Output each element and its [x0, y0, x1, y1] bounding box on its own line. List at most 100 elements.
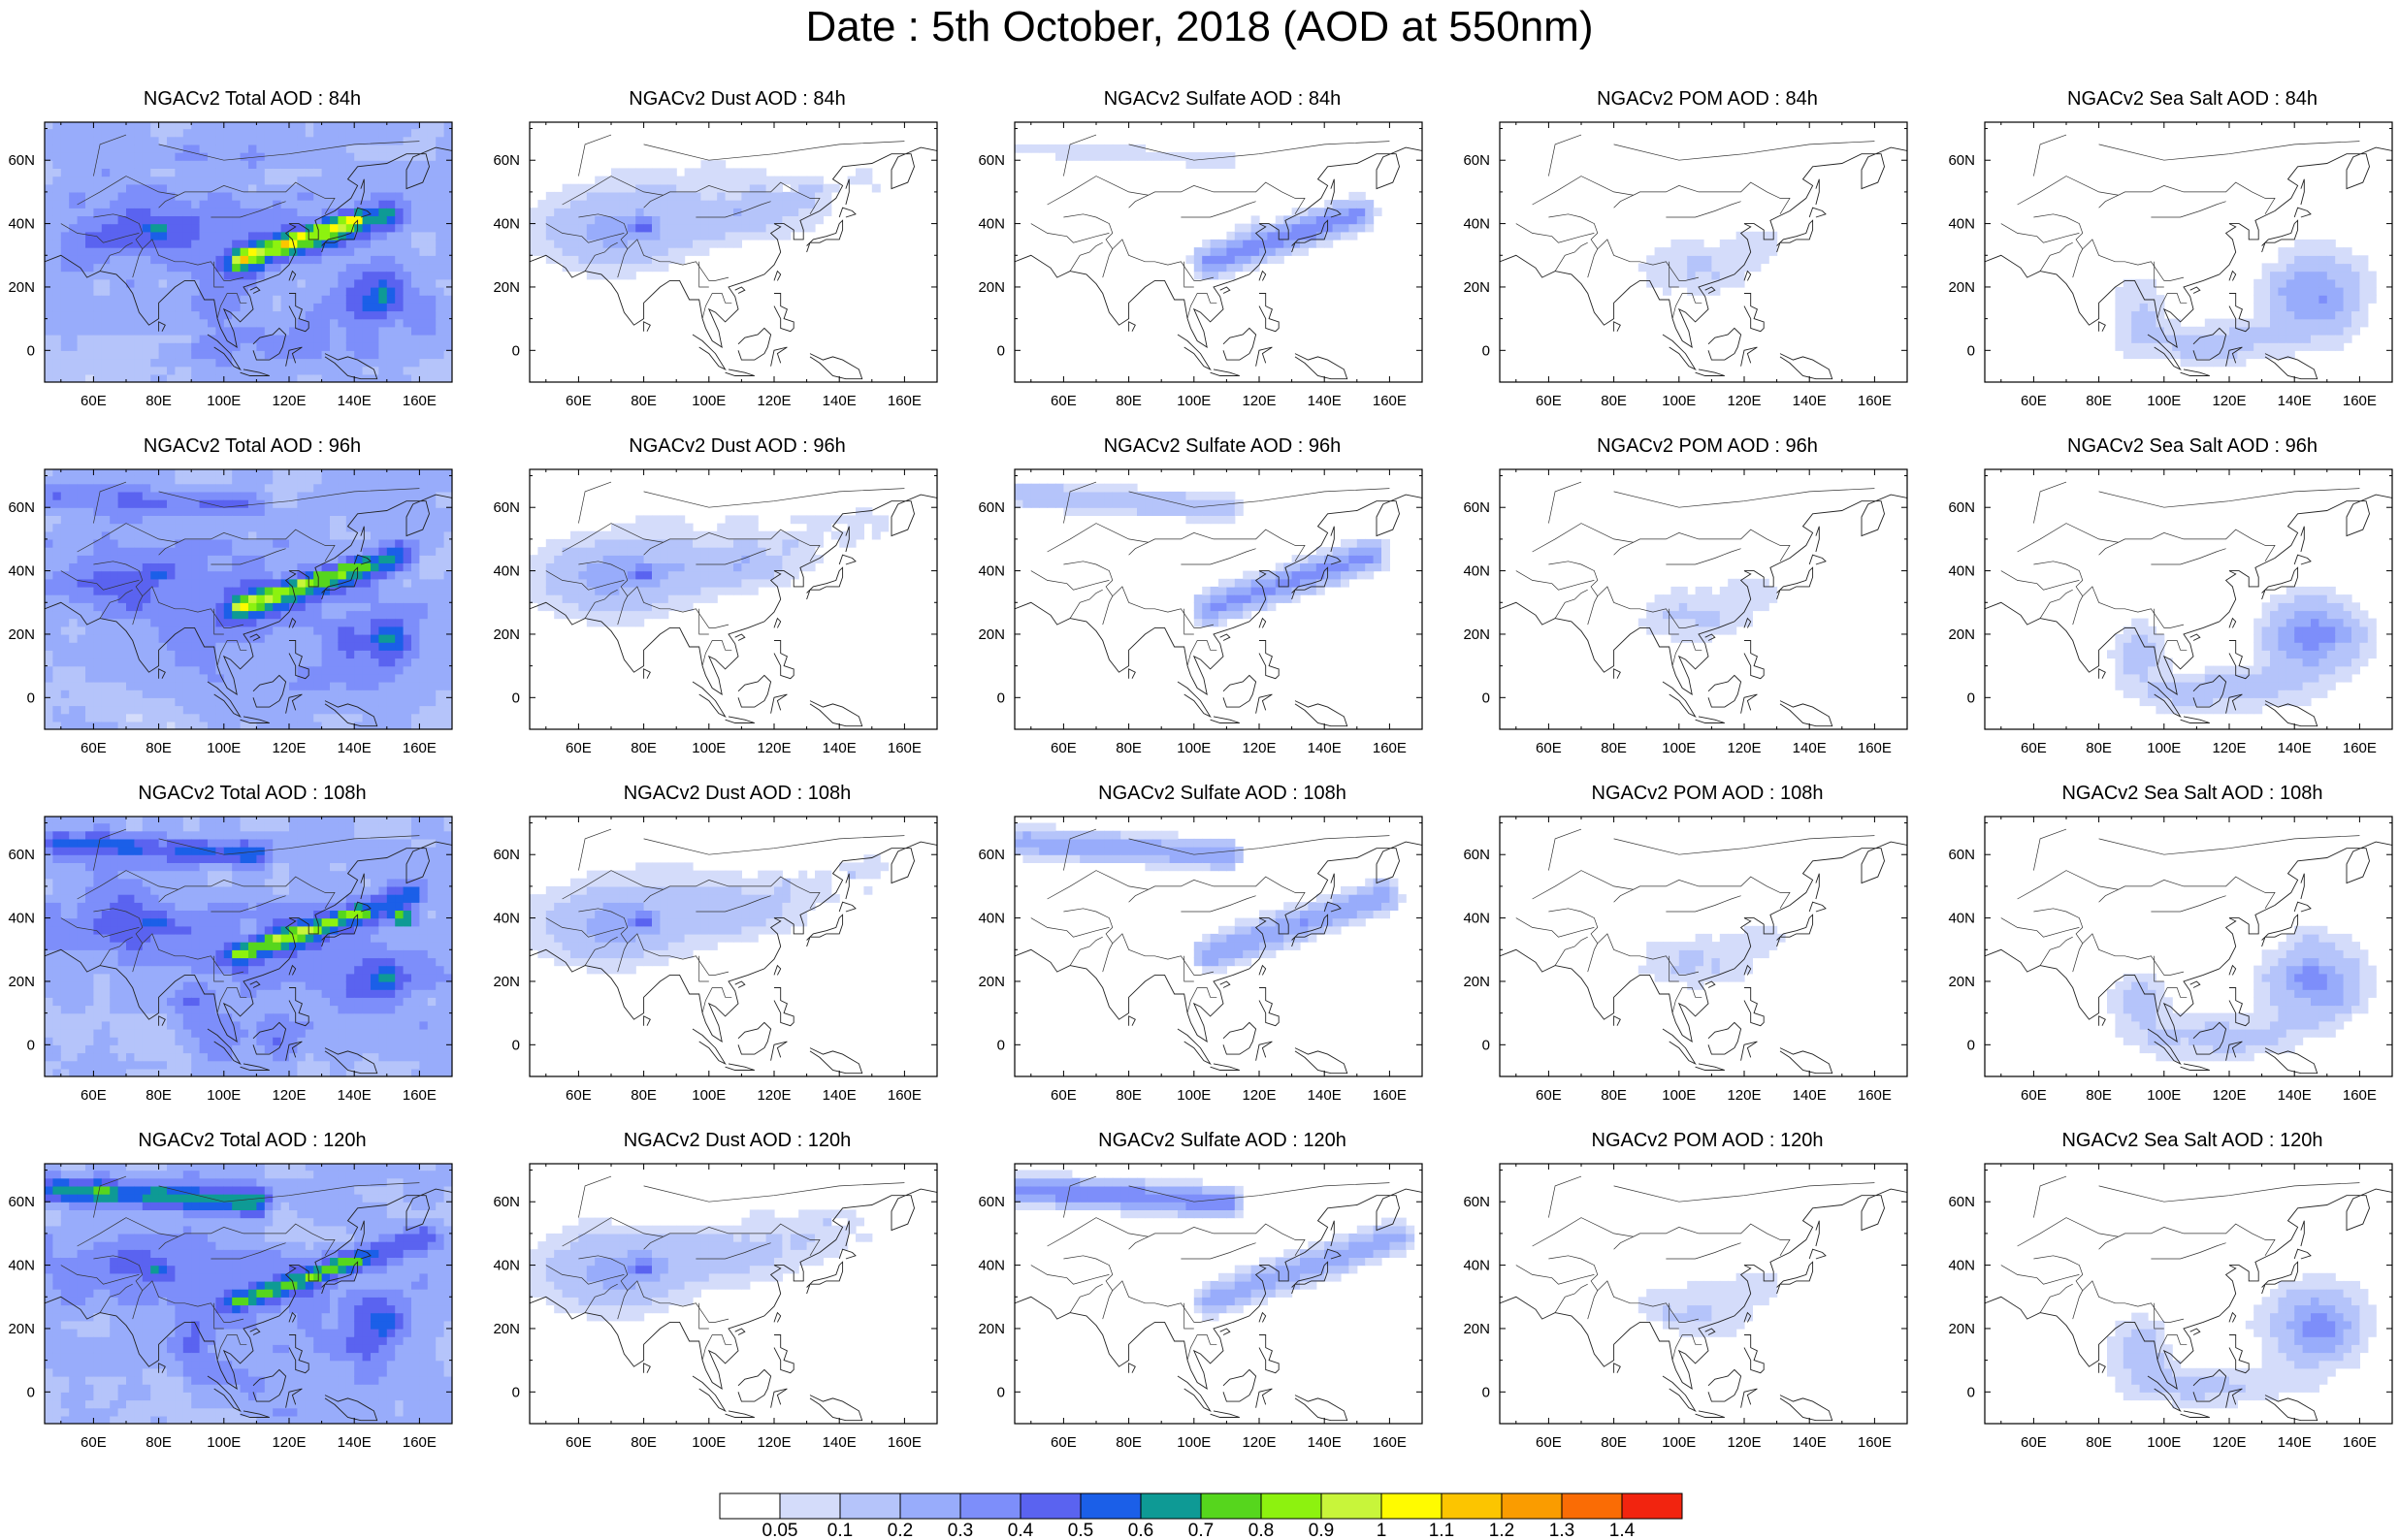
aod-map: 60E 80E 100E 120E 140E 160E 60N 40N 20N 0: [493, 468, 938, 756]
colorbar-label: 0.6: [1128, 1521, 1153, 1538]
lat-tick-label: 20N: [978, 1321, 1005, 1337]
lon-tick-label: 160E: [1858, 740, 1892, 756]
lon-tick-label: 160E: [1858, 393, 1892, 409]
plot-frame: [1014, 1163, 1423, 1425]
colorbar-swatch: [1320, 1492, 1382, 1520]
country-borders: [2000, 481, 2360, 666]
lon-tick-label: 160E: [2343, 1087, 2377, 1104]
country-borders: [1030, 134, 1390, 319]
lon-tick-label: 160E: [1858, 1087, 1892, 1104]
country-borders: [1030, 1175, 1390, 1361]
lat-tick-label: 40N: [1948, 563, 1975, 580]
lon-tick-label: 120E: [2212, 393, 2246, 409]
colorbar-label: 1.3: [1549, 1521, 1574, 1538]
lon-tick-label: 100E: [207, 740, 241, 756]
plot-frame: [44, 121, 453, 383]
lon-tick-label: 80E: [146, 393, 172, 409]
lon-tick-label: 60E: [2021, 1087, 2047, 1104]
plot-frame: [1984, 816, 2393, 1077]
lon-tick-label: 140E: [1793, 740, 1827, 756]
lat-tick-label: 0: [512, 1384, 520, 1400]
lat-tick-label: 20N: [493, 974, 520, 990]
lon-tick-label: 80E: [1116, 1087, 1142, 1104]
lat-tick-label: 40N: [8, 911, 35, 927]
aod-field: [530, 1209, 873, 1322]
lon-tick-label: 80E: [1116, 393, 1142, 409]
aod-field: [530, 160, 881, 280]
aod-map: 60E 80E 100E 120E 140E 160E 60N 40N 20N 0: [978, 468, 1423, 756]
lat-tick-label: 20N: [1948, 626, 1975, 643]
map-panel: NGACv2 Total AOD : 96h 60E 80E 100E 120E 140E…: [0, 434, 466, 764]
map-panel: NGACv2 Sulfate AOD : 120h 60E 80E 100E 120E 1…: [970, 1129, 1436, 1459]
map-panel: NGACv2 POM AOD : 84h 60E 80E 100E 120E 140E 16…: [1455, 87, 1921, 417]
aod-map: 60E 80E 100E 120E 140E 160E 60N 40N 20N 0: [1463, 468, 1908, 756]
lon-tick-label: 100E: [1177, 1087, 1211, 1104]
colorbar-label: 0.4: [1008, 1521, 1034, 1538]
lat-tick-label: 0: [512, 342, 520, 359]
lat-tick-label: 60N: [493, 152, 520, 169]
panel-title: NGACv2 POM AOD : 84h: [1597, 88, 1818, 110]
panel-title: NGACv2 Dust AOD : 84h: [629, 88, 846, 110]
map-panel: NGACv2 POM AOD : 108h 60E 80E 100E 120E 140E 1…: [1455, 782, 1921, 1111]
lon-tick-label: 160E: [403, 1434, 437, 1451]
lon-tick-label: 100E: [1177, 740, 1211, 756]
figure-title: Date : 5th October, 2018 (AOD at 550nm): [805, 3, 1594, 50]
lon-tick-label: 160E: [888, 1087, 922, 1104]
coastlines: [1985, 841, 2392, 1075]
lon-tick-label: 140E: [1793, 393, 1827, 409]
coastlines: [45, 841, 452, 1075]
coastlines: [1985, 494, 2392, 727]
lon-tick-label: 100E: [2147, 1087, 2181, 1104]
lat-tick-label: 20N: [1948, 1321, 1975, 1337]
colorbar-label: 0.8: [1248, 1521, 1274, 1538]
aod-field: [2107, 1272, 2377, 1409]
colorbar-swatch: [1200, 1492, 1262, 1520]
lat-tick-label: 60N: [8, 1194, 35, 1210]
aod-map: 60E 80E 100E 120E 140E 160E 60N 40N 20N 0: [1463, 121, 1908, 409]
lon-tick-label: 80E: [1601, 740, 1627, 756]
coastlines: [1500, 146, 1907, 380]
lon-tick-label: 120E: [1727, 1434, 1761, 1451]
lon-tick-label: 60E: [1051, 1434, 1077, 1451]
map-panel: NGACv2 Sea Salt AOD : 96h 60E 80E 100E 120E 1…: [1940, 434, 2399, 764]
plot-frame: [1499, 1163, 1908, 1425]
lat-tick-label: 0: [1482, 342, 1490, 359]
plot-frame: [44, 468, 453, 730]
country-borders: [60, 134, 420, 319]
panel-title: NGACv2 Total AOD : 96h: [143, 435, 362, 457]
lat-tick-label: 0: [997, 1384, 1005, 1400]
aod-field: [1637, 925, 1786, 990]
lon-tick-label: 160E: [1373, 1087, 1407, 1104]
panel-title: NGACv2 Dust AOD : 96h: [629, 435, 846, 457]
map-panel: NGACv2 Sulfate AOD : 108h 60E 80E 100E 120E 1…: [970, 782, 1436, 1111]
panel-title: NGACv2 Dust AOD : 120h: [623, 1130, 852, 1151]
aod-map: 60E 80E 100E 120E 140E 160E 60N 40N 20N 0: [1463, 1163, 1908, 1451]
lat-tick-label: 0: [27, 690, 35, 706]
aod-field: [2107, 925, 2377, 1062]
lon-tick-label: 80E: [146, 740, 172, 756]
lat-tick-label: 40N: [493, 911, 520, 927]
lat-tick-label: 60N: [1948, 152, 1975, 169]
lat-tick-label: 20N: [978, 279, 1005, 296]
lat-tick-label: 0: [27, 1384, 35, 1400]
lon-tick-label: 80E: [1116, 1434, 1142, 1451]
lon-tick-label: 80E: [631, 1087, 657, 1104]
map-panel: NGACv2 Sea Salt AOD : 120h 60E 80E 100E 120E…: [1940, 1129, 2399, 1459]
lon-tick-label: 140E: [1308, 1434, 1342, 1451]
lon-tick-label: 140E: [1308, 393, 1342, 409]
panel-title: NGACv2 POM AOD : 120h: [1591, 1130, 1824, 1151]
lat-tick-label: 40N: [1948, 911, 1975, 927]
aod-field: [1015, 822, 1407, 975]
lon-tick-label: 160E: [403, 740, 437, 756]
lat-tick-label: 20N: [1463, 1321, 1490, 1337]
coastlines: [1985, 1188, 2392, 1422]
lon-tick-label: 60E: [1536, 740, 1562, 756]
coastlines: [1500, 1188, 1907, 1422]
lon-tick-label: 120E: [272, 740, 306, 756]
country-borders: [545, 828, 905, 1013]
colorbar-label: 0.05: [762, 1521, 798, 1538]
panel-title: NGACv2 Sulfate AOD : 84h: [1103, 88, 1342, 110]
aod-map: 60E 80E 100E 120E 140E 160E 60N 40N 20N 0: [8, 1163, 453, 1451]
lat-tick-label: 0: [1482, 1037, 1490, 1053]
colorbar-label: 0.1: [827, 1521, 853, 1538]
